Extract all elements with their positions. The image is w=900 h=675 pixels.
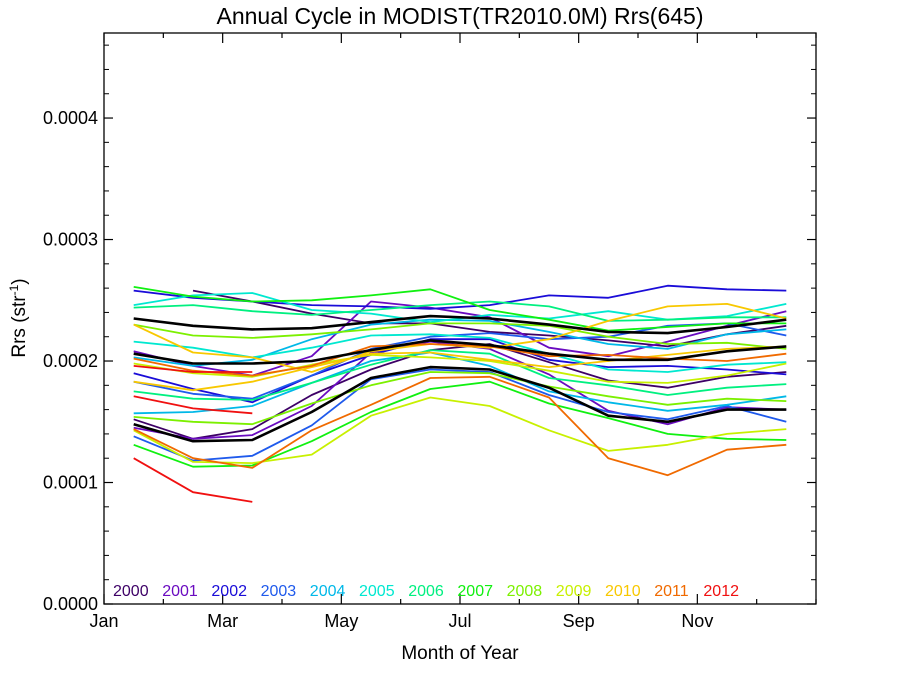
series-line-2000: [192, 289, 787, 348]
plot-frame: [103, 32, 817, 605]
x-tick-label: Nov: [681, 611, 713, 631]
x-axis-label: Month of Year: [401, 643, 519, 664]
y-tick-label: 0.0002: [43, 351, 98, 371]
year-legend: 2000 2001 2002 2003 2004 2005 2006 2007 2008 2009…: [113, 583, 739, 600]
series-line-2003: [133, 322, 787, 400]
summary-series-line: [133, 314, 787, 335]
series-line-2009: [133, 396, 787, 465]
series-line-2006: [133, 349, 787, 401]
y-tick-labels: 0.0000 0.0001 0.0002 0.0003 0.0004: [43, 108, 98, 614]
summary-series-line: [133, 365, 787, 443]
series-line-2012: [133, 365, 253, 373]
series-line-2009: [133, 353, 787, 384]
year-label-2002: 2002: [211, 583, 247, 600]
year-label-2001: 2001: [162, 583, 198, 600]
x-tick-label: Jul: [448, 611, 471, 631]
y-axis-label-close: ): [9, 278, 30, 284]
series-line-2007: [133, 286, 787, 332]
year-label-2008: 2008: [507, 583, 543, 600]
series-line-2000: [133, 343, 787, 440]
year-label-2009: 2009: [556, 583, 592, 600]
year-label-2006: 2006: [408, 583, 444, 600]
year-label-2003: 2003: [261, 583, 297, 600]
y-tick-label: 0.0001: [43, 473, 98, 493]
y-axis-label-base: Rrs (str: [9, 295, 30, 358]
series-line-2003: [133, 368, 787, 462]
series-line-2011: [133, 375, 787, 477]
year-label-2010: 2010: [605, 583, 641, 600]
tick-marks: [103, 33, 817, 605]
x-tick-label: Mar: [207, 611, 238, 631]
year-label-2012: 2012: [703, 583, 739, 600]
year-label-2007: 2007: [457, 583, 493, 600]
series-line-2012: [133, 395, 253, 415]
series-line-2008: [133, 322, 787, 350]
series-line-2004: [133, 318, 787, 367]
summary-series-line: [133, 339, 787, 365]
year-label-2000: 2000: [113, 583, 149, 600]
y-tick-label: 0.0000: [43, 594, 98, 614]
series-line-2008: [133, 371, 787, 426]
x-tick-label: Jan: [89, 611, 118, 631]
year-label-2005: 2005: [359, 583, 395, 600]
series-line-2010: [133, 345, 787, 392]
y-axis-label: Rrs (str-1): [7, 278, 30, 357]
x-tick-label: May: [324, 611, 358, 631]
year-label-2004: 2004: [310, 583, 346, 600]
y-tick-label: 0.0004: [43, 108, 98, 128]
y-axis-label-superscript: -1: [7, 284, 21, 295]
series-lines: [133, 284, 787, 503]
x-tick-label: Sep: [563, 611, 595, 631]
chart-title: Annual Cycle in MODIST(TR2010.0M) Rrs(64…: [217, 3, 704, 29]
series-line-2006: [133, 300, 787, 322]
x-tick-labels: Jan Mar May Jul Sep Nov: [89, 611, 713, 631]
y-tick-label: 0.0003: [43, 230, 98, 250]
year-label-2011: 2011: [654, 583, 689, 600]
series-line-2012: [133, 457, 253, 503]
